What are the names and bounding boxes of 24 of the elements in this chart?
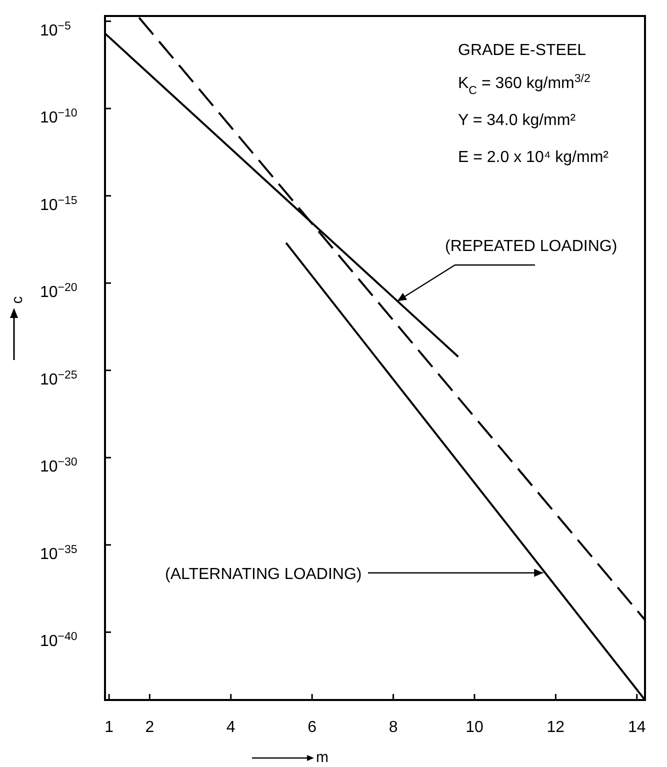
- annotation: K$_{C}$ = 360 kg/mm$^{3/2}$: [458, 73, 590, 97]
- y-tick-label: 10$^{−35}$: [40, 544, 78, 563]
- x-tick-label: 6: [308, 719, 317, 736]
- x-tick-label: 14: [628, 719, 646, 736]
- y-tick-label: 10$^{−30}$: [40, 456, 78, 476]
- y-tick-label: 10$^{−40}$: [40, 631, 78, 650]
- x-tick-label: 1: [104, 719, 114, 736]
- y-tick-label: 10$^{−5}$: [40, 20, 71, 40]
- x-tick-label: 12: [546, 719, 565, 736]
- annotation: (REPEATED LOADING): [445, 238, 618, 255]
- x-axis-title: m: [316, 749, 328, 766]
- annotation: (ALTERNATING LOADING): [165, 566, 362, 583]
- y-tick-label: 10$^{−20}$: [40, 282, 78, 302]
- annotation: Y = 34.0 kg/mm²: [458, 112, 576, 129]
- y-tick-label: 10$^{−15}$: [40, 194, 78, 214]
- x-tick-label: 10: [466, 719, 484, 736]
- y-tick-label: 10$^{−25}$: [40, 369, 78, 388]
- x-tick-label: 2: [145, 719, 154, 736]
- annotation: GRADE E-STEEL: [458, 42, 586, 59]
- x-tick-label: 8: [388, 719, 398, 736]
- x-tick-label: 4: [226, 719, 236, 736]
- y-axis-title: c: [9, 296, 26, 304]
- annotation: E = 2.0 x 10⁴ kg/mm²: [458, 149, 610, 166]
- y-tick-label: 10$^{−10}$: [40, 108, 78, 127]
